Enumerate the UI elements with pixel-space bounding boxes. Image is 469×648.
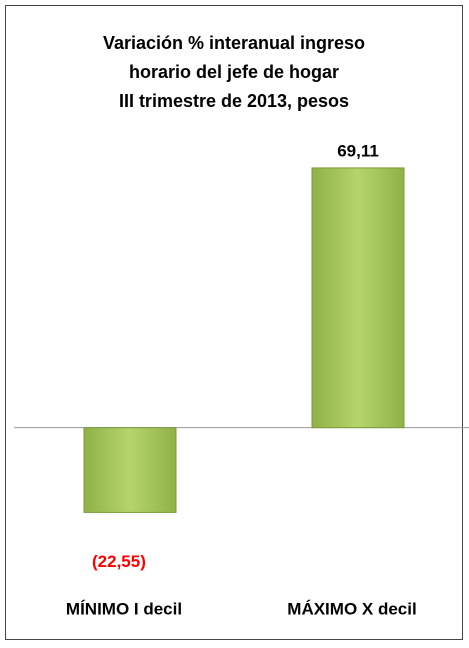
data-label: (22,55) [92, 552, 146, 572]
chart-title: III trimestre de 2013, pesos [119, 91, 349, 111]
chart-title: horario del jefe de hogar [129, 62, 339, 82]
bar [83, 427, 177, 513]
x-tick-label: MÁXIMO X decil [287, 599, 416, 618]
data-label: 69,11 [337, 141, 379, 160]
chart-title: Variación % interanual ingreso [103, 33, 365, 53]
bar [311, 167, 405, 429]
x-tick-label: MÍNIMO I decil [66, 599, 182, 618]
